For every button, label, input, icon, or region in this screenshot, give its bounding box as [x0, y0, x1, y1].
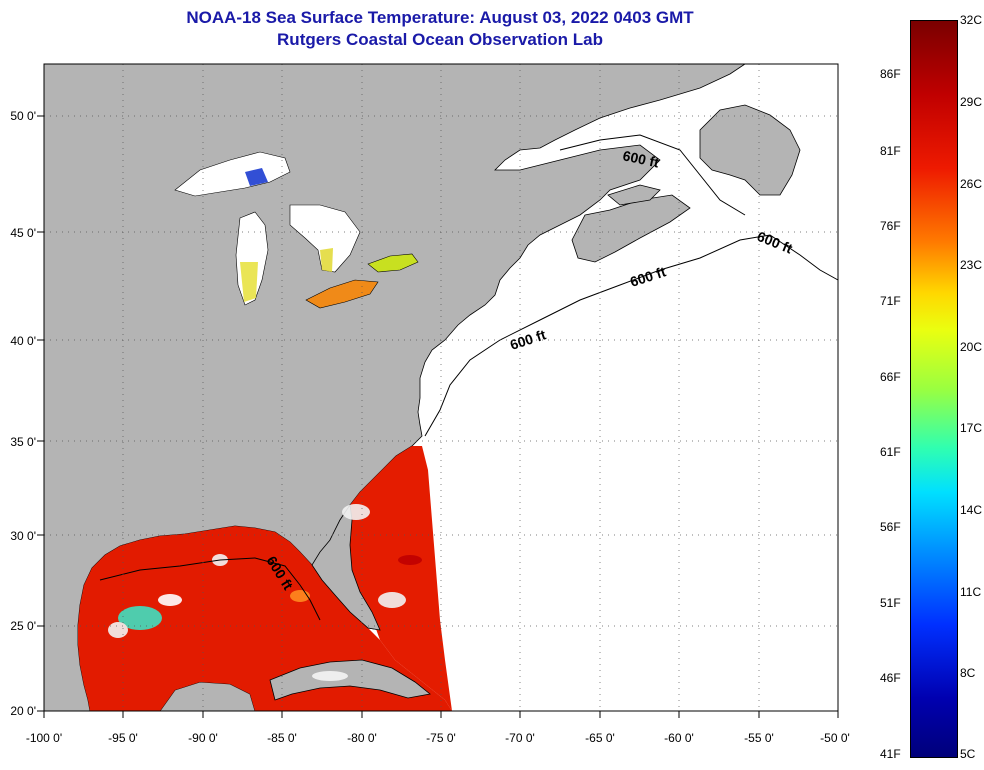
lon-label: -90 0' — [188, 731, 218, 745]
lat-label: 45 0' — [10, 226, 36, 240]
colorbar-f-label: 81F — [880, 144, 901, 158]
land-pei — [607, 184, 661, 206]
colorbar-f-label: 76F — [880, 219, 901, 233]
isobath-600ft-gulf — [99, 557, 321, 621]
colorbar-f-label: 41F — [880, 747, 901, 761]
lon-label: -85 0' — [267, 731, 297, 745]
graticule — [44, 64, 838, 711]
lat-label: 25 0' — [10, 619, 36, 633]
lon-label: -50 0' — [820, 731, 850, 745]
contour-label: 600 ft — [621, 147, 660, 170]
colorbar-c-label: 14C — [960, 503, 983, 517]
lat-label: 30 0' — [10, 529, 36, 543]
colorbar-c-label: 20C — [960, 340, 983, 354]
lon-label: -55 0' — [744, 731, 774, 745]
sst-map: 600 ft 600 ft 600 ft 600 ft 600 ft -100 … — [10, 63, 850, 745]
colorbar-c-label: 11C — [960, 585, 982, 599]
lake-michigan-sst — [240, 262, 258, 302]
colorbar-c-label: 29C — [960, 95, 983, 109]
colorbar-c-label: 26C — [960, 177, 983, 191]
colorbar-c-label: 8C — [960, 666, 976, 680]
lat-label: 50 0' — [10, 109, 36, 123]
colorbar-c-label: 23C — [960, 258, 983, 272]
land-newfoundland — [699, 104, 801, 196]
lon-label: -65 0' — [585, 731, 615, 745]
lake-erie — [305, 279, 379, 309]
temperature-colorbar — [910, 20, 958, 758]
map-subtitle: Rutgers Coastal Ocean Observation Lab — [277, 30, 603, 49]
lon-label: -75 0' — [426, 731, 456, 745]
colorbar-f-label: 56F — [880, 520, 901, 534]
colorbar-c-label: 17C — [960, 421, 983, 435]
colorbar-f-label: 46F — [880, 671, 901, 685]
longitude-axis: -100 0' -95 0' -90 0' -85 0' -80 0' -75 … — [26, 731, 850, 745]
lon-label: -60 0' — [664, 731, 694, 745]
colorbar-f-label: 51F — [880, 596, 901, 610]
lake-ontario — [367, 253, 419, 273]
colorbar-f-label: 61F — [880, 445, 901, 459]
sst-cool-patches — [108, 504, 422, 681]
lon-label: -80 0' — [347, 731, 377, 745]
lon-label: -70 0' — [505, 731, 535, 745]
axis-ticks — [37, 115, 839, 718]
map-title: NOAA-18 Sea Surface Temperature: August … — [186, 8, 694, 27]
colorbar-f-label: 66F — [880, 370, 901, 384]
lake-superior — [174, 151, 291, 197]
lon-label: -95 0' — [108, 731, 138, 745]
lat-label: 20 0' — [10, 704, 36, 718]
lake-huron-sst — [320, 248, 333, 272]
colorbar-c-label: 5C — [960, 747, 976, 761]
isobath-600ft — [424, 234, 839, 437]
latitude-axis: 20 0' 25 0' 30 0' 35 0' 40 0' 45 0' 50 0… — [10, 109, 36, 718]
colorbar-f-label: 71F — [880, 294, 901, 308]
colorbar-c-label: 32C — [960, 13, 983, 27]
lat-label: 35 0' — [10, 435, 36, 449]
land-cuba-top — [269, 659, 431, 701]
colorbar-f-label: 86F — [880, 67, 901, 81]
isobath-600ft-north — [559, 134, 746, 216]
lake-huron — [289, 204, 361, 273]
lon-label: -100 0' — [26, 731, 62, 745]
lat-label: 40 0' — [10, 334, 36, 348]
lake-superior-sst — [245, 168, 268, 186]
